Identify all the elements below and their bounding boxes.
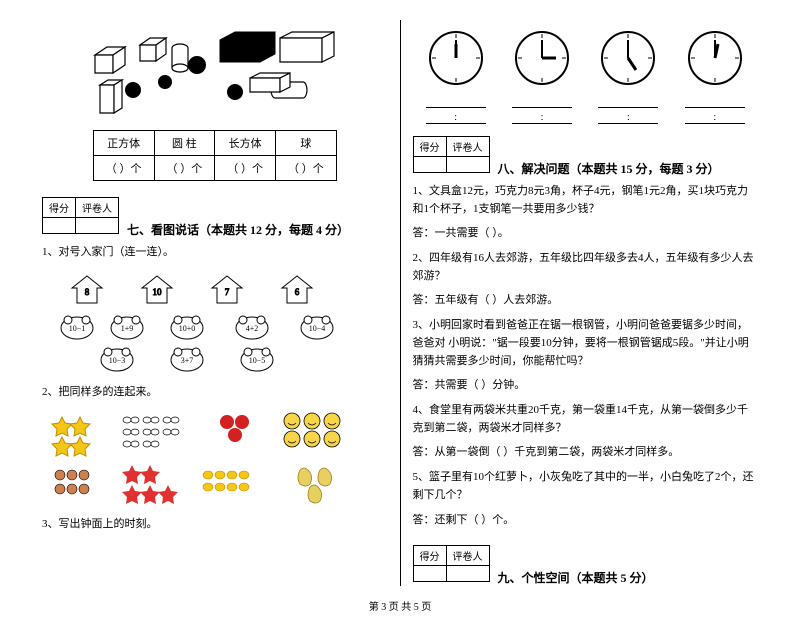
- clocks-row: [413, 28, 759, 88]
- shapes-illustration: [42, 30, 388, 120]
- score-box-8: 得分评卷人: [413, 136, 490, 173]
- cell-sphere: （ ）个: [276, 156, 337, 181]
- q8-2: 2、四年级有16人去郊游，五年级比四年级多去4人，五年级有多少人去郊游？: [413, 250, 759, 285]
- blank[interactable]: :: [598, 112, 658, 124]
- svg-text:10−5: 10−5: [249, 356, 266, 365]
- clock-blanks-1: [413, 96, 759, 108]
- svg-text:10−4: 10−4: [309, 324, 326, 333]
- clock-2: [512, 28, 572, 88]
- section7-header: 得分评卷人 七、看图说话（本题共 12 分，每题 4 分）: [42, 189, 388, 238]
- blank[interactable]: [512, 96, 572, 108]
- score-label: 得分: [413, 545, 446, 565]
- section9-title: 九、个性空间（本题共 5 分）: [498, 569, 654, 586]
- right-column: :::: 得分评卷人 八、解决问题（本题共 15 分，每题 3 分） 1、文具盒…: [401, 20, 771, 586]
- svg-text:10−3: 10−3: [109, 356, 126, 365]
- clock-blanks-2: ::::: [413, 112, 759, 124]
- cell-cylinder: （ ）个: [154, 156, 215, 181]
- cell-cube: （ ）个: [93, 156, 154, 181]
- a8-4: 答：从第一袋倒（ ）千克到第二袋，两袋米才同样多。: [413, 443, 759, 459]
- blank[interactable]: [426, 96, 486, 108]
- left-column: 正方体 圆 柱 长方体 球 （ ）个 （ ）个 （ ）个 （ ）个 得分评卷人 …: [30, 20, 401, 586]
- a8-1: 答：一共需要（ ）。: [413, 224, 759, 240]
- svg-text:4+2: 4+2: [246, 324, 259, 333]
- clock-4: [685, 28, 745, 88]
- section8-header: 得分评卷人 八、解决问题（本题共 15 分，每题 3 分）: [413, 128, 759, 177]
- score-blank[interactable]: [43, 218, 76, 234]
- grader-blank[interactable]: [446, 157, 489, 173]
- score-blank[interactable]: [413, 157, 446, 173]
- matching-illustration: [42, 407, 388, 510]
- score-label: 得分: [413, 137, 446, 157]
- clock-1: [426, 28, 486, 88]
- section7-title: 七、看图说话（本题共 12 分，每题 4 分）: [127, 221, 349, 238]
- blank[interactable]: :: [685, 112, 745, 124]
- header-cylinder: 圆 柱: [154, 131, 215, 156]
- q8-5: 5、篮子里有10个红萝卜，小灰兔吃了其中的一半，小白兔吃了2个，还剩下几个？: [413, 469, 759, 504]
- page-footer: 第 3 页 共 5 页: [30, 598, 770, 613]
- section9-header: 得分评卷人 九、个性空间（本题共 5 分）: [413, 537, 759, 586]
- q7-3: 3、写出钟面上的时刻。: [42, 516, 388, 534]
- clock-3: [598, 28, 658, 88]
- score-label: 得分: [43, 198, 76, 218]
- svg-text:10: 10: [153, 287, 163, 297]
- header-sphere: 球: [276, 131, 337, 156]
- blank[interactable]: [598, 96, 658, 108]
- svg-text:6: 6: [295, 287, 300, 297]
- svg-text:1+9: 1+9: [121, 324, 134, 333]
- svg-text:10−1: 10−1: [69, 324, 86, 333]
- grader-label: 评卷人: [76, 198, 119, 218]
- a8-5: 答：还剩下（ ）个。: [413, 511, 759, 527]
- header-cuboid: 长方体: [215, 131, 276, 156]
- blank[interactable]: :: [512, 112, 572, 124]
- section8-title: 八、解决问题（本题共 15 分，每题 3 分）: [498, 160, 720, 177]
- q8-1: 1、文具盒12元，巧克力8元3角，杯子4元，钢笔1元2角，买1块巧克力和1个杯子…: [413, 183, 759, 218]
- q7-1: 1、对号入家门（连一连）。: [42, 244, 388, 262]
- score-box-7: 得分评卷人: [42, 197, 119, 234]
- grader-label: 评卷人: [446, 545, 489, 565]
- q7-2: 2、把同样多的连起来。: [42, 384, 388, 402]
- grader-blank[interactable]: [76, 218, 119, 234]
- cell-cuboid: （ ）个: [215, 156, 276, 181]
- svg-text:7: 7: [225, 287, 230, 297]
- a8-2: 答：五年级有（ ）人去郊游。: [413, 291, 759, 307]
- grader-label: 评卷人: [446, 137, 489, 157]
- q8-4: 4、食堂里有两袋米共重20千克，第一袋重14千克，从第一袋倒多少千克到第二袋，两…: [413, 402, 759, 437]
- a8-3: 答：共需要（ ）分钟。: [413, 376, 759, 392]
- q8-3: 3、小明回家时看到爸爸正在锯一根钢管，小明问爸爸要锯多少时间，爸爸对 小明说："…: [413, 317, 759, 370]
- svg-text:8: 8: [85, 287, 90, 297]
- header-cube: 正方体: [93, 131, 154, 156]
- blank[interactable]: [685, 96, 745, 108]
- page: 正方体 圆 柱 长方体 球 （ ）个 （ ）个 （ ）个 （ ）个 得分评卷人 …: [30, 20, 770, 586]
- shape-count-table: 正方体 圆 柱 长方体 球 （ ）个 （ ）个 （ ）个 （ ）个: [93, 130, 337, 181]
- score-box-9: 得分评卷人: [413, 545, 490, 582]
- grader-blank[interactable]: [446, 565, 489, 581]
- blank[interactable]: :: [426, 112, 486, 124]
- score-blank[interactable]: [413, 565, 446, 581]
- svg-text:3+7: 3+7: [181, 356, 194, 365]
- houses-bears-illustration: 8 10 7 6 10−1 1+9 10+0 4+2 10−4 10−3 3+7: [42, 268, 388, 378]
- svg-text:10+0: 10+0: [179, 324, 196, 333]
